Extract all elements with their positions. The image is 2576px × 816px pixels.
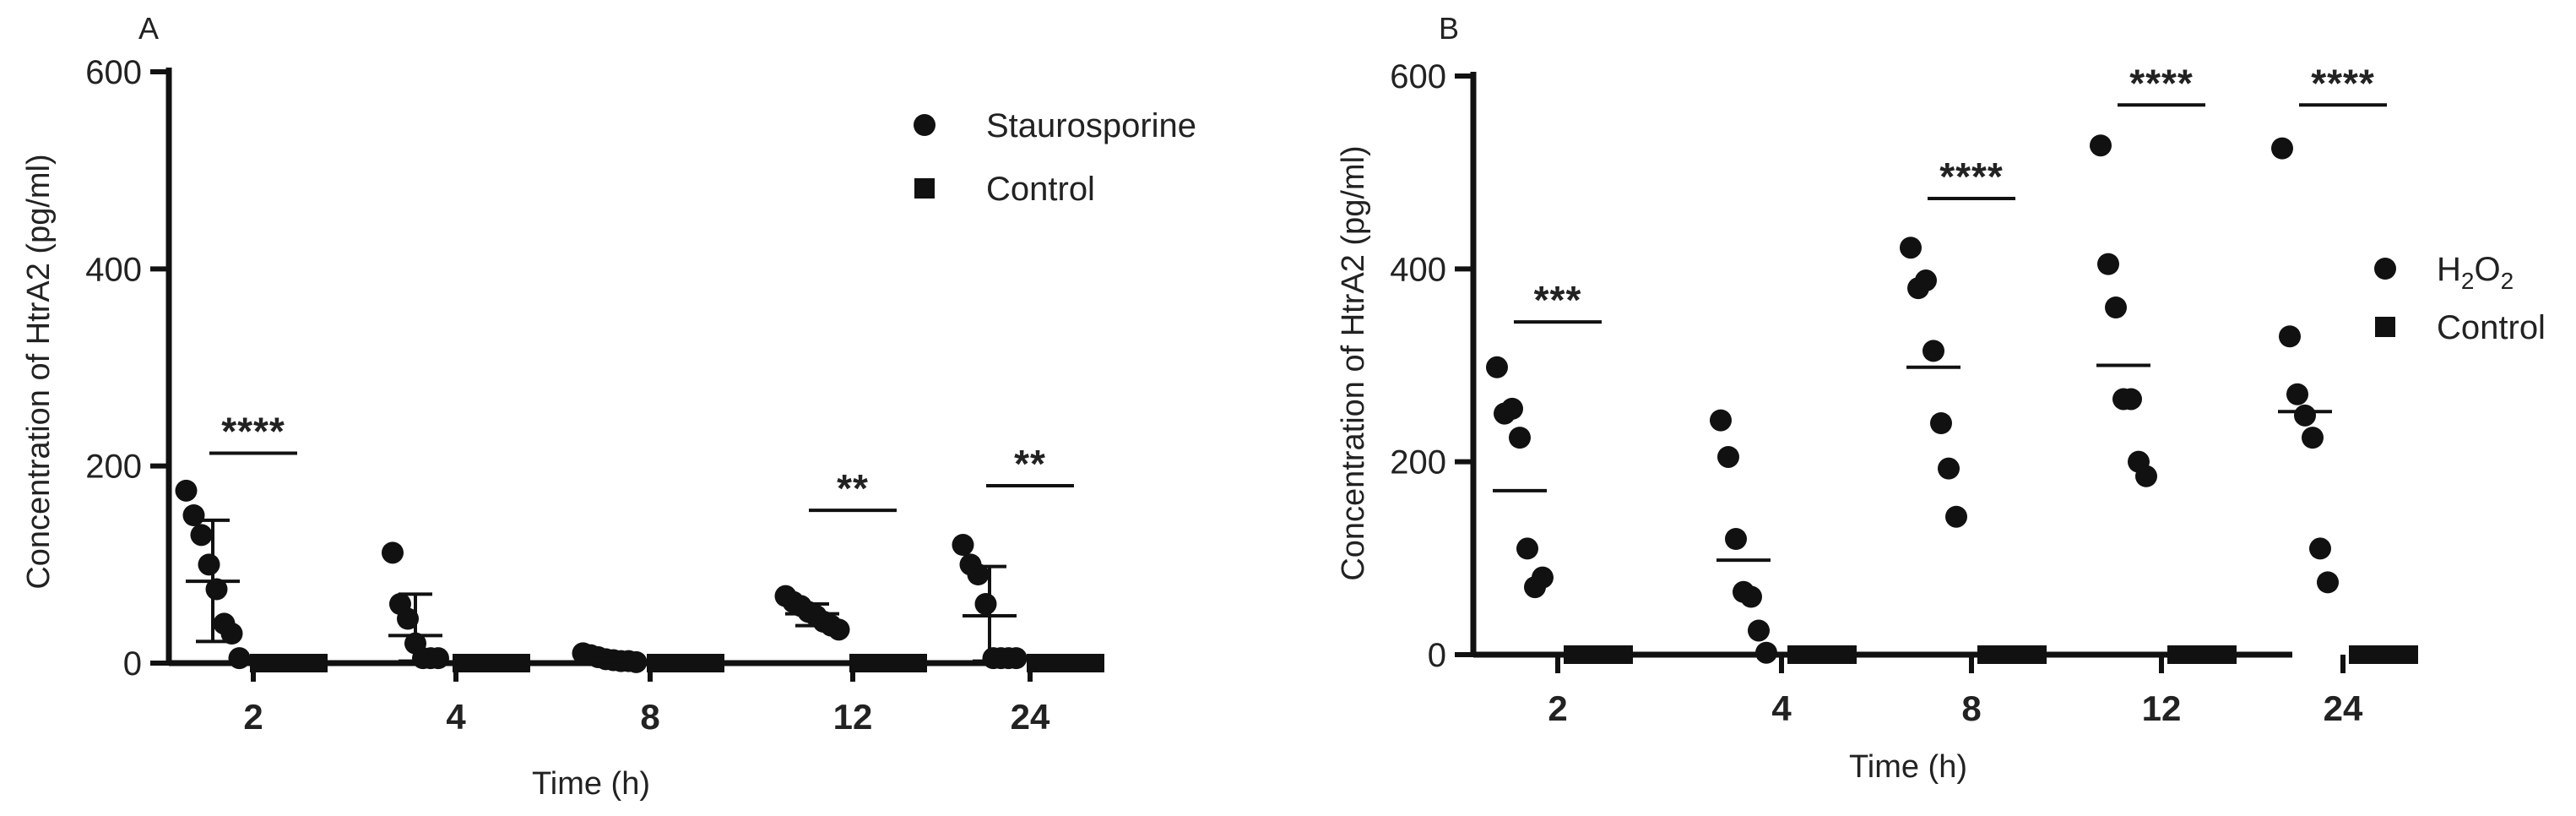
panel-a-xtick-label: 12 xyxy=(833,697,873,737)
panel-b-point-0 xyxy=(2097,253,2119,275)
panel-b-xtick-label: 12 xyxy=(2142,688,2182,728)
panel-b-point-0 xyxy=(1509,427,1531,449)
panel-b-legend-control-label: Control xyxy=(2437,309,2546,346)
panel-b-point-0 xyxy=(2135,465,2157,487)
panel-a-legend-control-label: Control xyxy=(986,171,1095,208)
panel-a-point-0 xyxy=(427,647,449,670)
panel-a-point-0 xyxy=(175,479,198,502)
panel-b-xtick-label: 2 xyxy=(1548,688,1567,728)
panel-a-legend-control-marker xyxy=(914,178,935,199)
panel-b-xtick-label: 24 xyxy=(2324,688,2363,728)
panel-b-point-0 xyxy=(1923,340,1944,362)
panel-b-xlabel: Time (h) xyxy=(1849,749,1967,785)
panel-b-ytick-label: 200 xyxy=(1390,444,1446,481)
panel-a-chart: A Concentration of HtrA2 (pg/ml) Time (h… xyxy=(21,11,1196,802)
panel-b-point-0 xyxy=(1725,528,1747,550)
panel-a-point-1 xyxy=(706,654,724,672)
panel-b-point-0 xyxy=(1748,619,1770,642)
panel-b-label: B xyxy=(1439,11,1459,46)
panel-a-point-0 xyxy=(382,541,404,564)
panel-b-point-0 xyxy=(1740,585,1762,608)
panel-b-point-0 xyxy=(2105,296,2127,318)
panel-a-significance-label: ** xyxy=(1014,442,1046,486)
panel-b-point-0 xyxy=(2090,134,2112,157)
panel-a-point-1 xyxy=(309,654,328,672)
panel-b-point-0 xyxy=(2309,537,2331,560)
panel-a-point-0 xyxy=(1005,647,1028,670)
panel-b-point-0 xyxy=(2317,571,2339,594)
panel-a-xlabel: Time (h) xyxy=(532,766,650,802)
panel-b-point-0 xyxy=(1516,537,1538,560)
panel-b-legend-h2o2-marker xyxy=(2374,258,2396,280)
panel-a-point-0 xyxy=(397,607,419,630)
panel-a-point-0 xyxy=(228,647,251,670)
panel-b-point-0 xyxy=(1900,237,1922,259)
panel-b-xtick-label: 8 xyxy=(1961,688,1981,728)
panel-a-point-0 xyxy=(974,593,997,615)
panel-a-point-0 xyxy=(967,563,990,585)
panel-a-legend-staurosporine-label: Staurosporine xyxy=(986,107,1196,144)
panel-a-point-0 xyxy=(198,553,220,576)
panel-a-xtick-label: 4 xyxy=(446,697,466,737)
panel-a-xtick-label: 2 xyxy=(243,697,263,737)
panel-a-point-0 xyxy=(182,504,205,526)
panel-b-point-0 xyxy=(2302,427,2324,449)
panel-b-legend-h2o2-label: H2O2 xyxy=(2437,251,2514,294)
panel-b-xtick-label: 4 xyxy=(1771,688,1792,728)
panel-b-ytick-label: 600 xyxy=(1390,58,1446,95)
panel-a-point-0 xyxy=(220,623,243,645)
panel-a-ytick-label: 0 xyxy=(123,645,142,683)
panel-a-ylabel: Concentration of HtrA2 (pg/ml) xyxy=(21,154,57,589)
panel-b-point-1 xyxy=(2028,645,2047,664)
panel-a-xtick-label: 8 xyxy=(640,697,659,737)
panel-a-legend-staurosporine-marker xyxy=(914,114,935,136)
panel-b-point-1 xyxy=(2400,645,2418,664)
panel-a-point-0 xyxy=(952,534,974,556)
panel-b-point-0 xyxy=(2294,404,2316,427)
panel-a-point-0 xyxy=(827,618,850,641)
panel-a-ytick-label: 600 xyxy=(85,54,142,91)
panel-b-ytick-label: 400 xyxy=(1390,251,1446,288)
panel-a-ytick-label: 200 xyxy=(85,449,142,486)
panel-a-label: A xyxy=(138,11,159,46)
panel-a-point-0 xyxy=(190,524,213,547)
panel-b-legend-control-marker xyxy=(2375,317,2395,337)
panel-b-point-0 xyxy=(1532,566,1554,589)
panel-a-legend: Staurosporine Control xyxy=(914,107,1196,208)
panel-b-point-1 xyxy=(1838,645,1857,664)
panel-b-point-0 xyxy=(1755,641,1777,664)
panel-b-significance-label: **** xyxy=(1939,155,2004,199)
panel-b-point-0 xyxy=(1501,397,1523,420)
panel-b-point-0 xyxy=(1945,505,1967,528)
panel-a-significance-label: **** xyxy=(221,410,285,454)
panel-b-ytick-label: 0 xyxy=(1428,637,1446,674)
panel-b-point-1 xyxy=(2218,645,2237,664)
panel-a-ytick-label: 400 xyxy=(85,251,142,288)
panel-b-significance-label: *** xyxy=(1534,278,1582,322)
panel-b-point-0 xyxy=(1710,409,1732,432)
panel-b-significance-label: **** xyxy=(2311,61,2375,105)
panel-b-point-0 xyxy=(2286,383,2308,405)
panel-b-point-0 xyxy=(1938,457,1960,480)
panel-b-point-0 xyxy=(1930,412,1952,434)
panel-b-point-0 xyxy=(1486,356,1508,378)
panel-b-ylabel: Concentration of HtrA2 (pg/ml) xyxy=(1336,145,1371,580)
panel-b-point-0 xyxy=(2279,325,2301,348)
panel-b-point-0 xyxy=(2271,137,2293,160)
panel-a-point-0 xyxy=(625,650,648,673)
panel-a-xtick-label: 24 xyxy=(1011,697,1050,737)
panel-b-point-0 xyxy=(2120,388,2142,411)
panel-b-point-1 xyxy=(1614,645,1633,664)
panel-a-point-1 xyxy=(512,654,530,672)
panel-b-significance-label: **** xyxy=(2129,61,2194,105)
panel-a-point-1 xyxy=(908,654,927,672)
panel-b-legend: H2O2 Control xyxy=(2374,251,2546,346)
panel-a-point-1 xyxy=(1086,654,1104,672)
panel-b-point-0 xyxy=(1717,445,1739,468)
panel-b-chart: B Concentration of HtrA2 (pg/ml) Time (h… xyxy=(1336,11,2546,785)
panel-a-significance-label: ** xyxy=(837,466,869,510)
panel-b-point-0 xyxy=(1915,269,1937,292)
